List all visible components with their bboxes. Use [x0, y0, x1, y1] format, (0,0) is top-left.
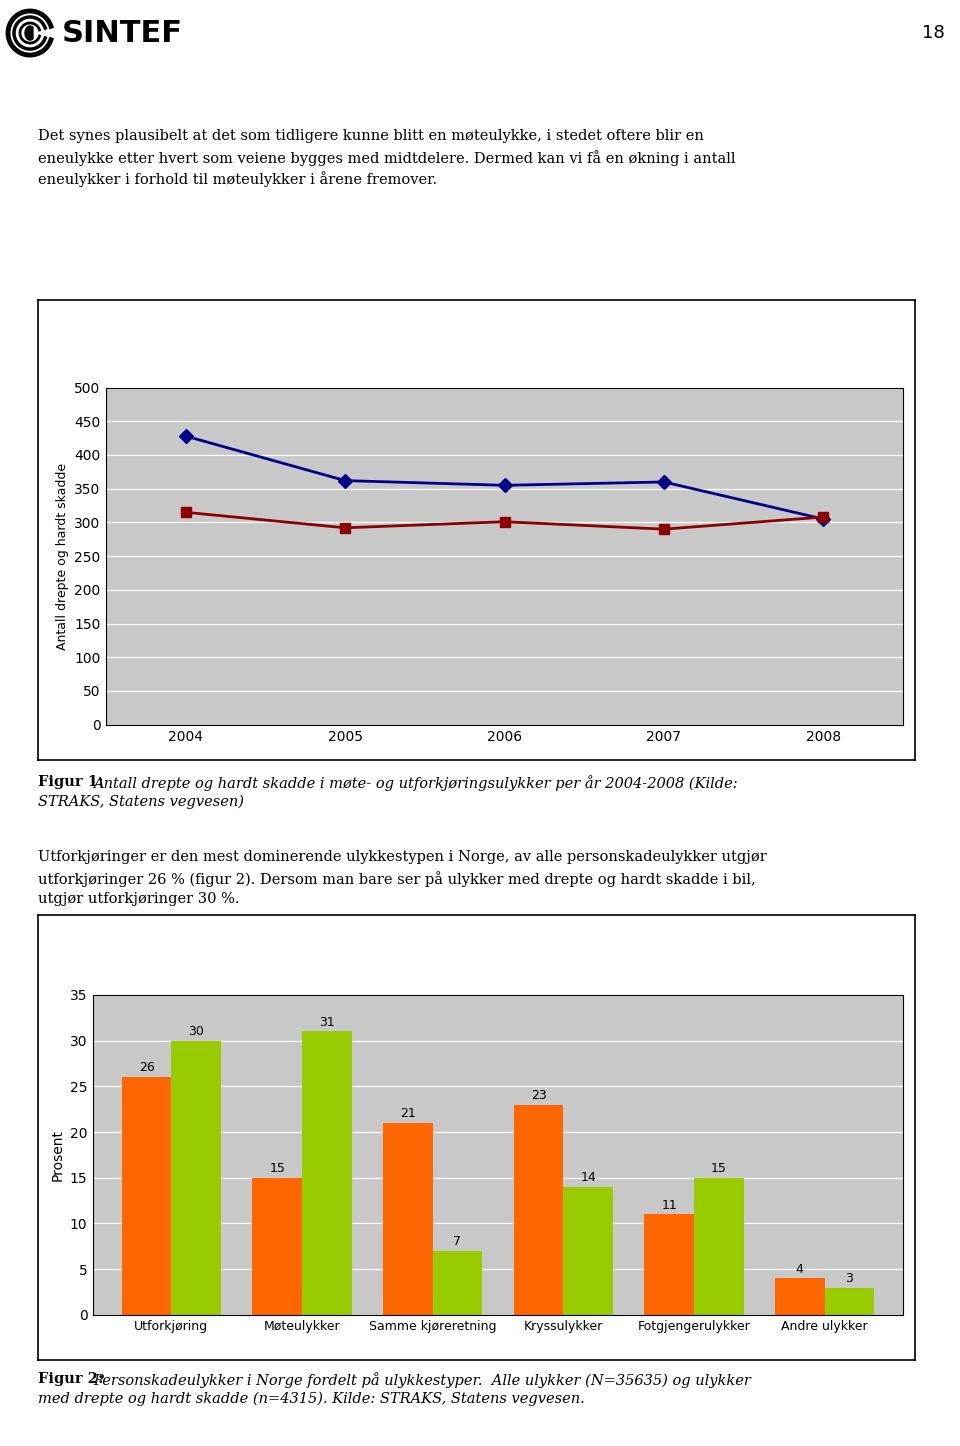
Text: 21: 21	[400, 1108, 416, 1121]
Text: Det synes plausibelt at det som tidligere kunne blitt en møteulykke, i stedet of: Det synes plausibelt at det som tidliger…	[38, 130, 704, 143]
Text: 4: 4	[796, 1262, 804, 1275]
Text: Figur 1:: Figur 1:	[38, 775, 108, 788]
Bar	[564, 1187, 613, 1314]
Bar	[775, 1278, 825, 1314]
Text: eneulykke etter hvert som veiene bygges med midtdelere. Dermed kan vi få en økni: eneulykke etter hvert som veiene bygges …	[38, 150, 735, 166]
Text: eneulykker i forhold til møteulykker i årene fremover.: eneulykker i forhold til møteulykker i å…	[38, 172, 437, 188]
Bar	[514, 1105, 564, 1314]
Text: 26: 26	[138, 1061, 155, 1074]
Y-axis label: Antall drepte og hardt skadde: Antall drepte og hardt skadde	[56, 463, 68, 649]
Bar	[286, 949, 666, 977]
Text: Møteulykker: Møteulykker	[376, 341, 458, 354]
Bar	[302, 1031, 351, 1314]
Text: Eneulykker: Eneulykker	[530, 341, 604, 354]
Bar	[252, 1177, 302, 1314]
Text: utgjør utforkjøringer 30 %.: utgjør utforkjøringer 30 %.	[38, 892, 239, 905]
Text: 18: 18	[923, 25, 945, 42]
Bar	[297, 957, 308, 969]
Text: 3: 3	[846, 1272, 853, 1284]
Bar	[462, 957, 473, 969]
Text: 31: 31	[319, 1015, 335, 1028]
Text: Figur 2:: Figur 2:	[38, 1372, 108, 1385]
Text: STRAKS, Statens vegvesen): STRAKS, Statens vegvesen)	[38, 795, 244, 810]
Text: 7: 7	[453, 1235, 462, 1248]
Text: Antall drepte og hardt skadde i møte- og eneulykker per år 2004-2008 (STRAKS): Antall drepte og hardt skadde i møte- og…	[131, 318, 823, 334]
Bar	[322, 334, 632, 362]
Text: Utforkjøringer er den mest dominerende ulykkestypen i Norge, av alle personskade: Utforkjøringer er den mest dominerende u…	[38, 850, 767, 863]
Text: utforkjøringer 26 % (figur 2). Dersom man bare ser på ulykker med drepte og hard: utforkjøringer 26 % (figur 2). Dersom ma…	[38, 870, 756, 886]
Text: med drepte og hardt skadde (n=4315). Kilde: STRAKS, Statens vegvesen.: med drepte og hardt skadde (n=4315). Kil…	[38, 1392, 585, 1407]
Bar	[825, 1287, 875, 1314]
Text: 15: 15	[710, 1163, 727, 1176]
Text: 30: 30	[188, 1025, 204, 1038]
Text: Ulykker med drepte og hardt skadde: Ulykker med drepte og hardt skadde	[478, 956, 724, 969]
Bar	[433, 1251, 482, 1314]
Text: 14: 14	[580, 1171, 596, 1184]
Text: 11: 11	[661, 1199, 677, 1212]
Bar	[172, 1041, 221, 1314]
Text: Antall drepte og hardt skadde i møte- og utforkjøringsulykker per år 2004-2008 (: Antall drepte og hardt skadde i møte- og…	[93, 775, 737, 791]
Text: Alle ulykker: Alle ulykker	[314, 956, 392, 969]
Y-axis label: Prosent: Prosent	[50, 1129, 64, 1181]
Bar	[694, 1177, 744, 1314]
Text: 23: 23	[531, 1089, 546, 1102]
Bar	[122, 1077, 172, 1314]
Polygon shape	[25, 26, 33, 40]
Text: Personskadeulykker 2004-2008 fordelt på ulykkestyper (N=35635): Personskadeulykker 2004-2008 fordelt på …	[189, 933, 764, 950]
Bar	[644, 1215, 694, 1314]
Text: Personskadeulykker i Norge fordelt på ulykkestyper.  Alle ulykker (N=35635) og u: Personskadeulykker i Norge fordelt på ul…	[93, 1372, 751, 1388]
Bar	[383, 1124, 433, 1314]
Text: SINTEF: SINTEF	[62, 19, 183, 48]
Text: 15: 15	[269, 1163, 285, 1176]
